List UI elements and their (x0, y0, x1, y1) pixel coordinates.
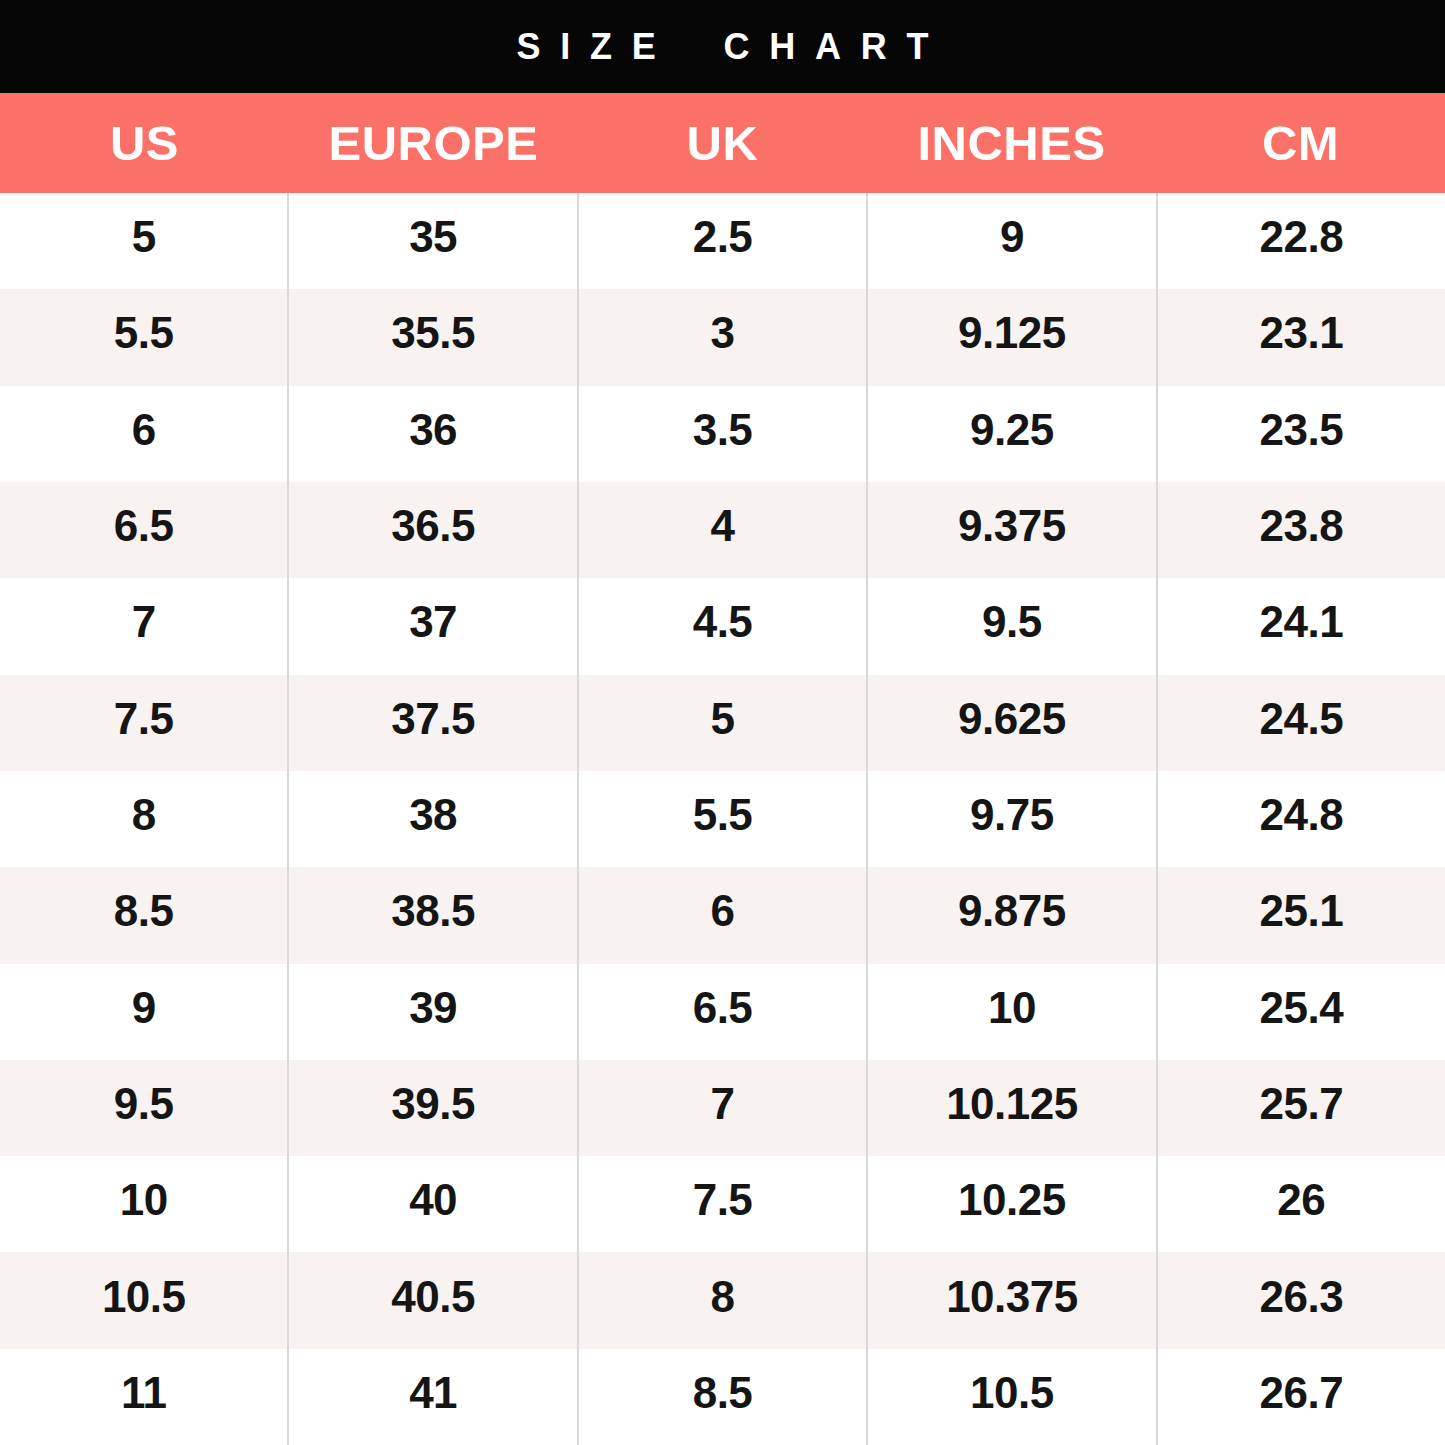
table-cell: 6 (0, 386, 289, 482)
table-cell: 7 (0, 578, 289, 674)
table-cell: 6 (579, 867, 868, 963)
table-cell: 9 (0, 964, 289, 1060)
table-cell: 23.1 (1158, 289, 1445, 385)
table-cell: 9 (868, 193, 1157, 289)
table-cell: 23.8 (1158, 482, 1445, 578)
column-header-inches: INCHES (867, 93, 1156, 193)
table-cell: 26 (1158, 1156, 1445, 1252)
table-cell: 10.5 (868, 1349, 1157, 1445)
table-cell: 10.375 (868, 1252, 1157, 1348)
table-cell: 37 (289, 578, 578, 674)
table-cell: 3 (579, 289, 868, 385)
table-cell: 10 (0, 1156, 289, 1252)
table-header-row: USEUROPEUKINCHESCM (0, 93, 1445, 193)
table-cell: 6.5 (579, 964, 868, 1060)
table-row: 7.537.559.62524.5 (0, 675, 1445, 771)
table-cell: 7.5 (0, 675, 289, 771)
table-cell: 5.5 (579, 771, 868, 867)
table-cell: 9.5 (868, 578, 1157, 674)
table-cell: 4 (579, 482, 868, 578)
table-cell: 24.1 (1158, 578, 1445, 674)
table-row: 10407.510.2526 (0, 1156, 1445, 1252)
table-row: 7374.59.524.1 (0, 578, 1445, 674)
table-cell: 6.5 (0, 482, 289, 578)
table-row: 6.536.549.37523.8 (0, 482, 1445, 578)
table-cell: 40 (289, 1156, 578, 1252)
table-cell: 9.25 (868, 386, 1157, 482)
table-row: 10.540.5810.37526.3 (0, 1252, 1445, 1348)
table-cell: 24.8 (1158, 771, 1445, 867)
table-cell: 36.5 (289, 482, 578, 578)
size-table-body: 5352.5922.85.535.539.12523.16363.59.2523… (0, 193, 1445, 1445)
table-cell: 23.5 (1158, 386, 1445, 482)
table-cell: 4.5 (579, 578, 868, 674)
table-cell: 39 (289, 964, 578, 1060)
table-cell: 40.5 (289, 1252, 578, 1348)
table-row: 9396.51025.4 (0, 964, 1445, 1060)
table-cell: 38 (289, 771, 578, 867)
table-cell: 5.5 (0, 289, 289, 385)
table-row: 5352.5922.8 (0, 193, 1445, 289)
table-cell: 37.5 (289, 675, 578, 771)
table-cell: 25.7 (1158, 1060, 1445, 1156)
title-banner: SIZE CHART (0, 0, 1445, 93)
column-header-cm: CM (1156, 93, 1445, 193)
column-header-uk: UK (578, 93, 867, 193)
table-row: 5.535.539.12523.1 (0, 289, 1445, 385)
table-cell: 10.25 (868, 1156, 1157, 1252)
table-cell: 8.5 (579, 1349, 868, 1445)
table-cell: 38.5 (289, 867, 578, 963)
table-cell: 7.5 (579, 1156, 868, 1252)
table-cell: 35 (289, 193, 578, 289)
table-cell: 8 (0, 771, 289, 867)
table-cell: 11 (0, 1349, 289, 1445)
table-cell: 8 (579, 1252, 868, 1348)
column-header-europe: EUROPE (289, 93, 578, 193)
table-row: 8385.59.7524.8 (0, 771, 1445, 867)
table-cell: 9.875 (868, 867, 1157, 963)
table-cell: 5 (0, 193, 289, 289)
table-cell: 24.5 (1158, 675, 1445, 771)
table-cell: 5 (579, 675, 868, 771)
table-cell: 26.7 (1158, 1349, 1445, 1445)
table-cell: 22.8 (1158, 193, 1445, 289)
table-cell: 9.75 (868, 771, 1157, 867)
size-chart: SIZE CHART USEUROPEUKINCHESCM 5352.5922.… (0, 0, 1445, 1445)
table-cell: 25.1 (1158, 867, 1445, 963)
table-cell: 3.5 (579, 386, 868, 482)
table-row: 8.538.569.87525.1 (0, 867, 1445, 963)
table-cell: 2.5 (579, 193, 868, 289)
table-cell: 25.4 (1158, 964, 1445, 1060)
table-cell: 9.125 (868, 289, 1157, 385)
table-cell: 35.5 (289, 289, 578, 385)
table-cell: 9.375 (868, 482, 1157, 578)
table-row: 9.539.5710.12525.7 (0, 1060, 1445, 1156)
table-cell: 9.625 (868, 675, 1157, 771)
table-cell: 39.5 (289, 1060, 578, 1156)
table-cell: 41 (289, 1349, 578, 1445)
table-cell: 10.5 (0, 1252, 289, 1348)
table-row: 6363.59.2523.5 (0, 386, 1445, 482)
column-header-us: US (0, 93, 289, 193)
table-cell: 26.3 (1158, 1252, 1445, 1348)
table-cell: 36 (289, 386, 578, 482)
page-title: SIZE CHART (516, 26, 948, 68)
table-cell: 9.5 (0, 1060, 289, 1156)
table-cell: 10.125 (868, 1060, 1157, 1156)
table-row: 11418.510.526.7 (0, 1349, 1445, 1445)
table-cell: 7 (579, 1060, 868, 1156)
table-cell: 10 (868, 964, 1157, 1060)
table-cell: 8.5 (0, 867, 289, 963)
